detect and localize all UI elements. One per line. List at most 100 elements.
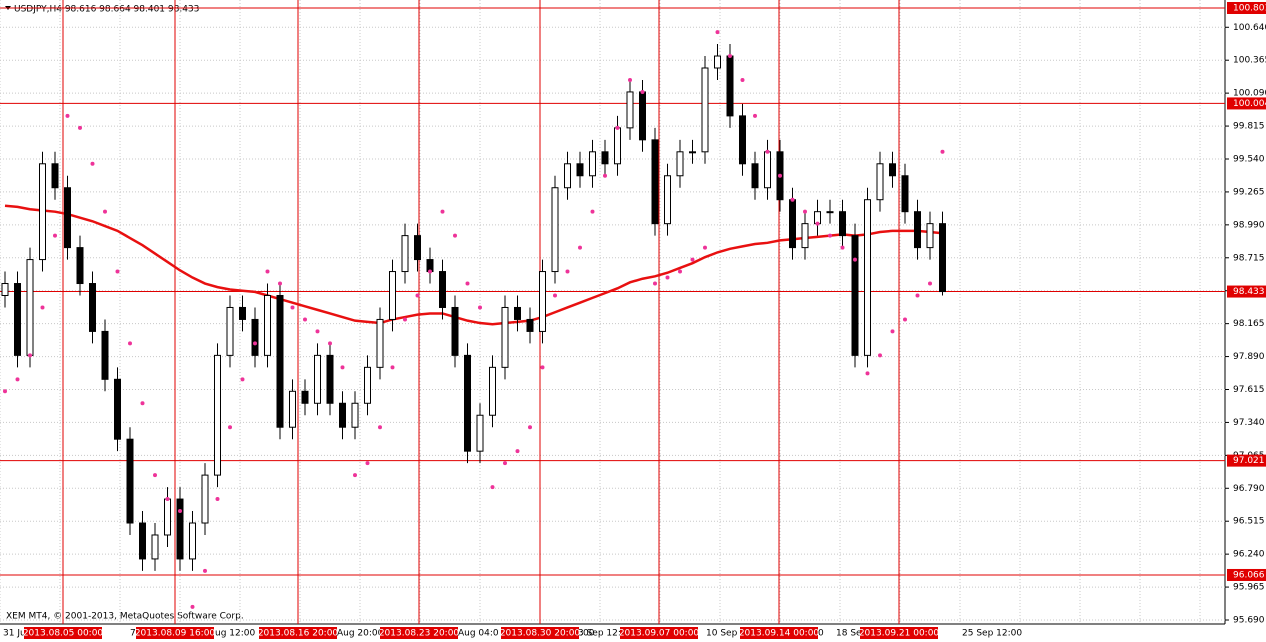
price-box — [1227, 2, 1266, 14]
price-box — [1227, 97, 1266, 110]
sar-dot — [240, 377, 245, 382]
candle-body — [51, 163, 59, 189]
y-tick-label: 96.240 — [1233, 550, 1265, 560]
candle-body — [851, 235, 859, 356]
sar-dot — [78, 125, 82, 130]
sar-dot — [178, 509, 182, 514]
y-tick-label: 97.340 — [1233, 418, 1265, 428]
sar-dot — [40, 305, 45, 310]
sar-dot — [328, 341, 332, 346]
sar-dot — [378, 425, 382, 430]
candle-body — [664, 175, 671, 225]
chart-title: USDJPY,H4 98.616 98.664 98.401 98.433 — [14, 5, 199, 15]
date-label: 2013.08.30 20:00 — [500, 629, 581, 639]
sar-dot — [540, 365, 545, 370]
candle-body — [501, 306, 509, 368]
moving-average — [4, 204, 943, 326]
date-box — [136, 627, 214, 639]
sar-dot — [903, 317, 907, 322]
candle-body — [201, 474, 209, 524]
sar-dot — [203, 568, 207, 573]
candle-body — [489, 366, 496, 416]
sar-dot — [90, 161, 95, 166]
price-label: 100.801 — [1233, 4, 1266, 14]
sar-dot — [278, 281, 282, 286]
sar-dot — [528, 425, 532, 430]
y-tick-label: 99.265 — [1233, 187, 1265, 197]
y-tick-label: 98.715 — [1233, 253, 1265, 263]
candle-body — [651, 139, 659, 225]
sar-dot — [165, 497, 170, 502]
x-tick-label: 3 Sep 12: — [578, 629, 621, 639]
copyright: XEM MT4, © 2001-2013, MetaQuotes Softwar… — [6, 612, 244, 622]
y-tick-label: 99.540 — [1233, 154, 1265, 164]
candle-body — [76, 247, 84, 285]
y-tick-label: 95.690 — [1233, 616, 1265, 626]
candle-body — [64, 187, 71, 249]
price-box — [1227, 568, 1266, 581]
date-label: 2013.09.14 00:00 — [739, 629, 820, 639]
x-tick-label: 10 Sep — [706, 629, 738, 639]
date-label: 2013.08.09 16:00 — [135, 629, 216, 639]
sar-dot — [440, 209, 445, 214]
sar-dot — [453, 233, 457, 238]
sar-dot — [628, 77, 632, 82]
candle-body — [414, 235, 421, 261]
sar-dot — [53, 233, 57, 238]
sar-dot — [490, 485, 495, 490]
date-box — [740, 627, 818, 639]
x-tick-label: 18 Sep — [836, 629, 868, 639]
y-tick-label: 98.165 — [1233, 319, 1265, 329]
sar-dot — [828, 233, 832, 238]
sar-dot — [790, 197, 795, 202]
candle-body — [139, 522, 146, 560]
sar-dot — [615, 125, 620, 130]
sar-dot — [565, 269, 570, 274]
sar-dot — [428, 269, 432, 274]
candle-body — [164, 498, 171, 536]
sar-dot — [403, 317, 407, 322]
price-box — [1227, 285, 1266, 298]
candle-body — [801, 223, 809, 249]
candle-body — [126, 438, 134, 524]
date-label: 2013.08.23 20:00 — [379, 629, 460, 639]
candle-body — [639, 91, 646, 141]
y-tick-label: 97.890 — [1233, 352, 1265, 362]
candle-body — [751, 163, 759, 189]
sar-dot — [690, 257, 695, 262]
sar-dot — [340, 365, 345, 370]
sar-dot — [578, 245, 582, 250]
candle-body — [339, 402, 346, 428]
candle-body — [151, 534, 159, 560]
y-tick-label: 97.615 — [1233, 385, 1265, 395]
x-tick-label: Aug 04:0 — [458, 629, 499, 639]
candle-body — [889, 163, 896, 177]
candle-body — [1, 283, 9, 296]
sar-dot — [928, 281, 932, 286]
candle-body — [451, 306, 459, 356]
sar-dot — [140, 401, 145, 406]
candle-body — [576, 163, 584, 177]
candle-body — [351, 402, 359, 428]
y-tick-label: 100.640 — [1233, 23, 1266, 33]
candle-body — [376, 318, 384, 368]
candle-body — [839, 211, 846, 237]
date-label: 2013.09.21 00:00 — [859, 629, 940, 639]
sar-dot — [290, 305, 295, 310]
candle-body — [564, 163, 571, 189]
candle-body — [314, 354, 321, 404]
candle-body — [176, 498, 184, 560]
sar-dot — [853, 257, 857, 262]
candle-body — [101, 330, 109, 380]
y-tick-label: 95.965 — [1233, 583, 1265, 593]
candle-body — [739, 115, 746, 165]
candle-body — [701, 67, 709, 153]
date-label: 2013.09.07 00:00 — [619, 629, 700, 639]
price-label: 96.066 — [1233, 570, 1265, 580]
candle-body — [926, 223, 934, 249]
candle-body — [601, 151, 609, 165]
date-label: 2013.08.05 00:00 — [23, 629, 104, 639]
date-box — [620, 627, 698, 639]
candle-body — [114, 378, 121, 440]
sar-dot — [940, 149, 945, 154]
